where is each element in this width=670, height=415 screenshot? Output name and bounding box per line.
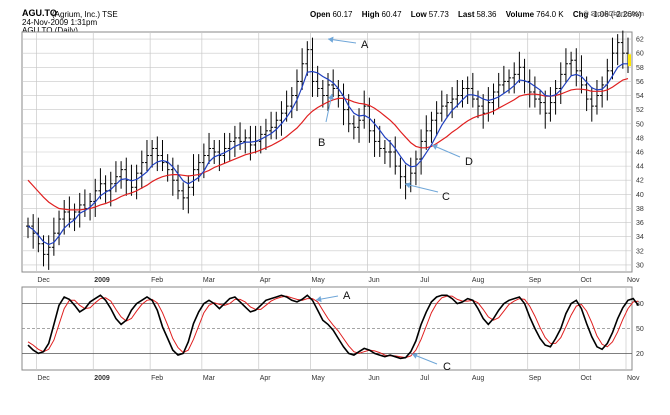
annotation-c-label: C	[442, 191, 450, 203]
company-label: (Agrium, Inc.)	[52, 10, 101, 19]
osc-y-tick-label: 20	[636, 351, 644, 358]
annotation-c-arrow-head	[405, 182, 411, 189]
price-x-tick-label: Sep	[529, 277, 542, 284]
annotation-d-label: D	[465, 156, 473, 168]
price-x-tick-label: Jun	[368, 277, 379, 284]
price-y-tick-label: 56	[636, 79, 644, 86]
price-y-tick-label: 34	[636, 234, 644, 241]
osc-annotation-c-arrow-head	[412, 353, 418, 359]
osc-x-tick-label: May	[311, 375, 325, 382]
price-y-tick-label: 54	[636, 93, 644, 100]
price-y-tick-label: 60	[636, 51, 644, 58]
price-y-tick-label: 52	[636, 107, 644, 114]
osc-x-tick-label: Apr	[260, 375, 272, 382]
chart-name: AGU.TO (Daily)	[22, 26, 78, 35]
osc-x-tick-label: Oct	[580, 375, 591, 382]
price-x-tick-label: Oct	[580, 277, 591, 284]
price-y-tick-label: 36	[636, 220, 644, 227]
osc-x-tick-label: Feb	[151, 375, 163, 382]
osc-x-tick-label: Aug	[472, 375, 485, 382]
last-label: Last	[458, 10, 475, 19]
price-y-tick-label: 50	[636, 121, 644, 128]
price-x-tick-label: Aug	[472, 277, 485, 284]
price-x-tick-label: Mar	[203, 277, 216, 284]
low-value: 57.73	[428, 10, 449, 19]
chg-value: -1.06 (-2.26%)	[590, 10, 642, 19]
price-x-tick-label: Apr	[260, 277, 272, 284]
price-y-tick-label: 30	[636, 262, 644, 269]
annotation-a-arrow-head	[328, 36, 334, 43]
price-y-tick-label: 44	[636, 164, 644, 171]
last-price-marker	[628, 54, 631, 67]
price-y-tick-label: 62	[636, 37, 644, 44]
annotation-a-label: A	[361, 39, 369, 51]
copyright-text: © StockCharts.com	[583, 11, 644, 18]
osc-x-tick-label: Jul	[420, 375, 429, 382]
open-value: 60.17	[332, 10, 353, 19]
stoch-k-line	[27, 294, 639, 360]
quote-line: Open 60.17 High 60.47 Low 57.73 Last 58.36 V…	[310, 10, 649, 19]
chg-label: Chg	[572, 10, 589, 19]
annotation-b-label: B	[318, 137, 325, 149]
long-ma-line	[27, 78, 629, 211]
price-x-tick-label: 2009	[94, 277, 110, 284]
low-label: Low	[410, 10, 427, 19]
ticker-symbol: AGU.TO	[22, 8, 57, 18]
volume-label: Volume	[505, 10, 535, 19]
price-x-tick-label: Dec	[37, 277, 50, 284]
high-label: High	[361, 10, 380, 19]
last-value: 58.36	[476, 10, 497, 19]
osc-x-tick-label: 2009	[94, 375, 110, 382]
price-x-tick-label: May	[311, 277, 325, 284]
exchange-label: TSE	[102, 10, 118, 19]
company-name: (Agrium, Inc.) TSE	[52, 10, 118, 19]
price-y-tick-label: 40	[636, 192, 644, 199]
annotation-c-arrow	[404, 183, 439, 193]
short-ma-line	[27, 63, 628, 246]
osc-x-tick-label: Mar	[203, 375, 216, 382]
price-x-tick-label: Jul	[420, 277, 429, 284]
price-x-tick-label: Feb	[151, 277, 163, 284]
price-y-tick-label: 58	[636, 65, 644, 72]
osc-y-tick-label: 80	[636, 301, 644, 308]
chart-datetime: 24-Nov-2009 1:31pm	[22, 18, 98, 27]
osc-annotation-a-arrow-head	[316, 296, 322, 303]
high-value: 60.47	[381, 10, 402, 19]
price-y-tick-label: 32	[636, 248, 644, 255]
osc-y-tick-label: 50	[636, 326, 644, 333]
price-y-tick-label: 42	[636, 178, 644, 185]
osc-x-tick-label: Nov	[627, 375, 640, 382]
osc-annotation-c-label: C	[443, 361, 451, 373]
osc-x-tick-label: Dec	[37, 375, 50, 382]
price-y-tick-label: 48	[636, 135, 644, 142]
stoch-d-line	[27, 295, 639, 359]
volume-value: 764.0 K	[536, 10, 564, 19]
osc-x-tick-label: Jun	[368, 375, 379, 382]
price-x-tick-label: Nov	[627, 277, 640, 284]
price-y-tick-label: 38	[636, 206, 644, 213]
osc-annotation-a-label: A	[343, 290, 351, 302]
open-label: Open	[310, 10, 331, 19]
annotation-d-arrow-head	[432, 144, 438, 150]
annotation-b-arrow-head	[327, 94, 334, 100]
price-y-tick-label: 46	[636, 150, 644, 157]
osc-x-tick-label: Sep	[529, 375, 542, 382]
